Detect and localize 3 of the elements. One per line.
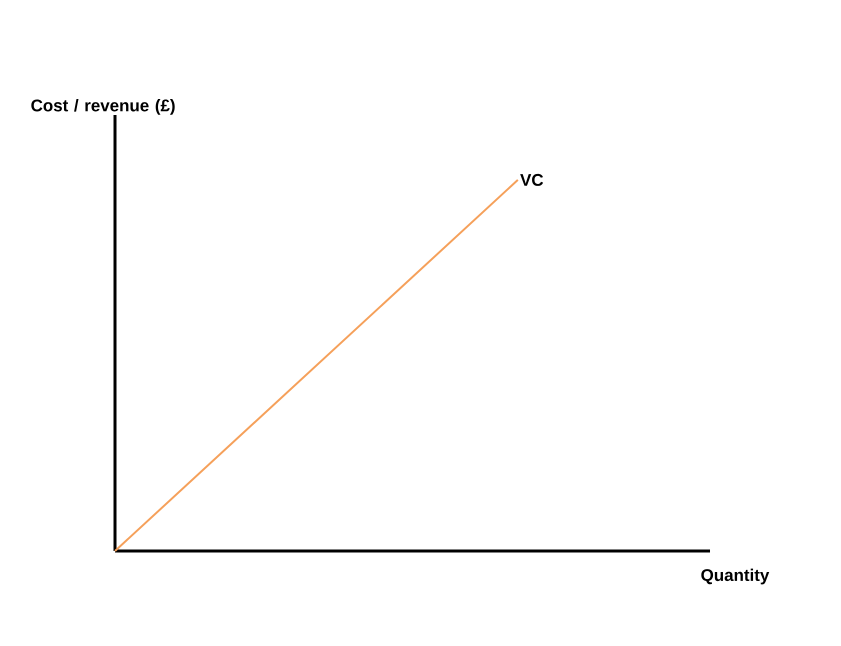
y-axis-title: Cost / revenue (£) xyxy=(31,99,175,115)
series-label: VC xyxy=(520,174,544,186)
x-axis-title: Quantity xyxy=(701,568,770,584)
